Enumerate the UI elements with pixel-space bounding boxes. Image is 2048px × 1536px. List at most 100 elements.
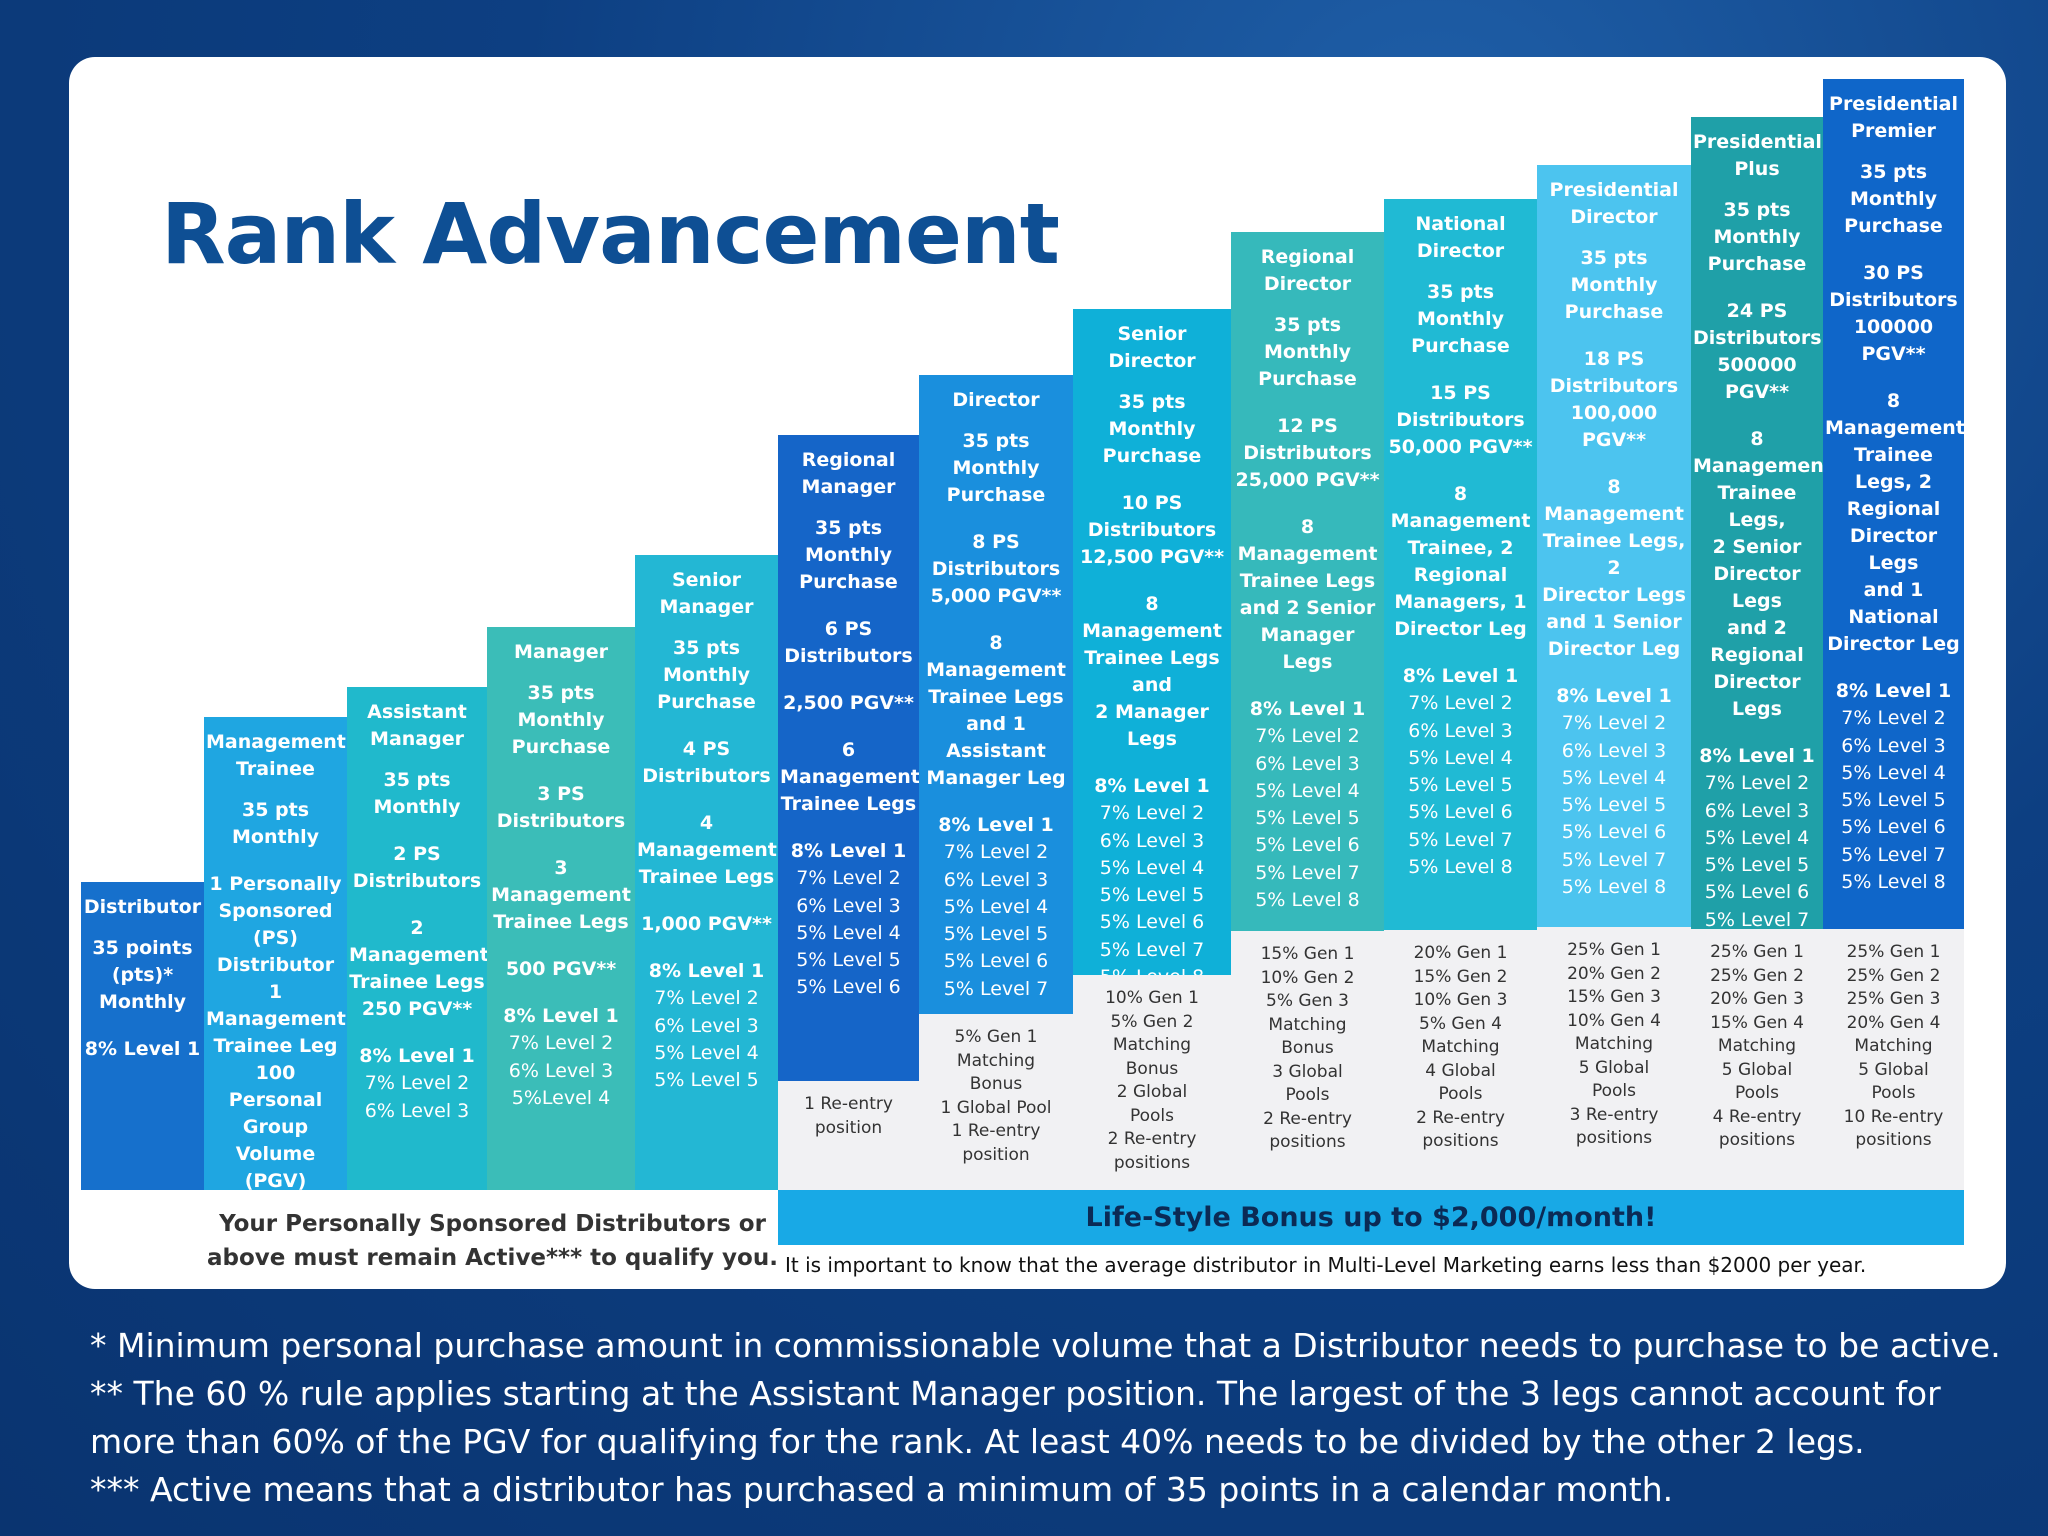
rank-requirement: 4 PS Distributors	[642, 738, 771, 787]
rank-name: Senior Manager	[659, 569, 754, 618]
commission-level: 7% Level 2	[508, 1032, 614, 1055]
rank-requirements: Assistant Manager 35 pts Monthly 2 PS Dist…	[347, 687, 489, 1125]
commission-level: 5% Level 5	[1099, 884, 1205, 907]
commission-level: 5% Level 7	[1704, 908, 1810, 931]
commission-level: 6% Level 3	[1099, 829, 1205, 852]
commission-level: 8% Level 1	[1094, 775, 1210, 797]
rank-requirement: 35 pts Monthly Purchase	[1411, 281, 1510, 357]
commission-level: 8% Level 1	[359, 1045, 475, 1067]
rank-requirement: 2 PS Distributors	[352, 843, 482, 892]
commission-level: 7% Level 2	[1099, 802, 1205, 825]
commission-levels: 8% Level 1 7% Level 2 6% Level 3 5% Level 4…	[1233, 696, 1382, 914]
rank-name: Distributor	[83, 896, 202, 918]
rank-requirements: Presidential Director 35 pts Monthly Purc…	[1537, 165, 1691, 901]
commission-level: 7% Level 2	[943, 841, 1049, 864]
rank-name: Presidential Plus	[1693, 131, 1822, 180]
rank-requirement: 6 Management Trainee Legs	[780, 739, 920, 815]
commission-levels: 8% Level 1 7% Level 2 6% Level 3 5% Level 4…	[921, 812, 1071, 1003]
rank-requirements: Management Trainee 35 pts Monthly 1 Person…	[204, 717, 347, 1270]
rank-name: Management Trainee	[206, 731, 346, 780]
rank-column-national-director: National Director 35 pts Monthly Purchase…	[1384, 199, 1537, 1190]
commission-level: 8% Level 1	[1249, 698, 1366, 720]
rank-name: Senior Director	[1108, 323, 1196, 372]
footnote-3: more than 60% of the PGV for qualifying …	[90, 1422, 1865, 1461]
commission-level: 5% Level 7	[1841, 843, 1946, 866]
commission-levels: 8% Level 1 7% Level 2 6% Level 3 5%Level 4	[489, 1003, 633, 1112]
commission-level: 7% Level 2	[1255, 725, 1360, 748]
matching-bonus-info: 25% Gen 1 25% Gen 2 20% Gen 3 15% Gen 4 …	[1691, 929, 1823, 1190]
rank-requirement: 30 PS Distributors 100000 PGV**	[1829, 262, 1958, 365]
rank-requirement: 3 Management Trainee Legs	[491, 857, 631, 933]
commission-level: 7% Level 2	[1408, 692, 1513, 715]
commission-level: 5% Level 6	[1408, 801, 1513, 824]
rank-requirement: 15 PS Distributors 50,000 PGV**	[1388, 382, 1533, 458]
commission-level: 7% Level 2	[364, 1072, 470, 1095]
active-requirement-note: Your Personally Sponsored Distributors o…	[207, 1211, 778, 1271]
commission-level: 5% Level 6	[1704, 881, 1810, 904]
rank-requirement: 8 Management Trainee Legs, 2 Regional Di…	[1825, 390, 1965, 655]
rank-requirement: 8 Management Trainee Legs and 1 Assistan…	[926, 632, 1066, 789]
commission-level: 6% Level 3	[1561, 739, 1667, 762]
commission-level: 5% Level 5	[1561, 794, 1667, 817]
footnotes: * Minimum personal purchase amount in co…	[90, 1322, 2010, 1514]
matching-bonus-info: 20% Gen 1 15% Gen 2 10% Gen 3 5% Gen 4 M…	[1384, 930, 1537, 1190]
rank-requirement: 12 PS Distributors 25,000 PGV**	[1235, 415, 1380, 491]
matching-bonus-info: 10% Gen 1 5% Gen 2 Matching Bonus 2 Glob…	[1073, 975, 1231, 1190]
commission-level: 5% Level 4	[1099, 856, 1205, 879]
commission-level: 7% Level 2	[1704, 772, 1810, 795]
rank-requirement: 8 Management Trainee, 2 Regional Manager…	[1390, 483, 1531, 640]
commission-level: 6% Level 3	[1255, 752, 1360, 775]
commission-level: 8% Level 1	[938, 814, 1054, 836]
rank-column-senior-manager: Senior Manager 35 pts Monthly Purchase 4 P…	[635, 555, 778, 1190]
commission-level: 5% Level 7	[1099, 938, 1205, 961]
rank-chart-card: Rank Advancement Distributor 35 points (p…	[69, 57, 2006, 1289]
rank-requirement: 35 pts Monthly	[232, 799, 319, 848]
page-title: Rank Advancement	[161, 185, 1060, 283]
rank-requirement: 4 Management Trainee Legs	[637, 812, 777, 888]
matching-bonus-info: 25% Gen 1 25% Gen 2 25% Gen 3 20% Gen 4 …	[1823, 929, 1964, 1190]
rank-column-manager: Manager 35 pts Monthly Purchase 3 PS Distr…	[487, 627, 635, 1190]
commission-level: 5% Level 4	[1255, 779, 1360, 802]
rank-requirement: 35 pts Monthly Purchase	[1564, 247, 1664, 323]
rank-requirement: 8 PS Distributors 5,000 PGV**	[930, 531, 1062, 607]
rank-requirement: 3 PS Distributors	[496, 783, 626, 832]
commission-level: 5% Level 4	[796, 921, 901, 944]
commission-level: 8% Level 1	[217, 1217, 334, 1239]
rank-requirements: Presidential Plus 35 pts Monthly Purchase…	[1691, 117, 1833, 961]
commission-level: 5% Level 4	[1408, 746, 1513, 769]
commission-level: 5% Level 6	[1841, 816, 1946, 839]
footnote-2: ** The 60 % rule applies starting at the…	[90, 1374, 1941, 1413]
rank-name: Director	[952, 389, 1040, 411]
commission-level: 5% Level 4	[1561, 766, 1667, 789]
rank-column-regional-director: Regional Director 35 pts Monthly Purchase…	[1231, 232, 1384, 1190]
rank-requirement: 35 pts Monthly Purchase	[1258, 314, 1357, 390]
rank-requirement: 8 Management Trainee Legs, 2 Director Le…	[1542, 476, 1686, 660]
rank-name: Manager	[514, 641, 608, 663]
rank-column-presidential-premier: Presidential Premier 35 pts Monthly Purch…	[1823, 79, 1965, 1190]
commission-levels: 8% Level 1 7% Level 2	[206, 1215, 345, 1270]
commission-level: 5% Level 5	[796, 949, 901, 972]
commission-level: 8% Level 1	[648, 960, 765, 982]
commission-level: 6% Level 3	[1841, 734, 1946, 757]
rank-requirement: 35 pts Monthly Purchase	[657, 637, 756, 713]
rank-requirements: National Director 35 pts Monthly Purchase…	[1384, 199, 1537, 881]
rank-name: Presidential Director	[1549, 179, 1679, 228]
rank-requirement: 8 Management Trainee Legs and 2 Manager …	[1082, 593, 1222, 750]
commission-level: 5% Level 5	[1841, 789, 1946, 812]
commission-level: 5% Level 7	[943, 977, 1049, 1000]
rank-requirement: 35 pts Monthly Purchase	[946, 430, 1046, 506]
rank-requirement: 2,500 PGV**	[783, 692, 914, 714]
commission-level: 5% Level 6	[1561, 821, 1667, 844]
matching-bonus-info: 1 Re-entry position	[778, 1081, 919, 1190]
commission-level: 6% Level 3	[1408, 719, 1513, 742]
rank-requirement: 35 pts Monthly Purchase	[1707, 199, 1807, 275]
commission-levels: 8% Level 1	[83, 1036, 202, 1063]
commission-levels: 8% Level 1 7% Level 2 6% Level 3 5% Level 4…	[1539, 683, 1689, 901]
rank-name: Assistant Manager	[367, 701, 467, 750]
commission-level: 8% Level 1	[790, 840, 907, 862]
rank-requirement: 2 Management Trainee Legs 250 PGV**	[349, 917, 489, 1020]
commission-level: 6% Level 3	[943, 868, 1049, 891]
commission-level: 7% Level 2	[654, 987, 759, 1010]
commission-level: 8% Level 1	[1556, 685, 1672, 707]
commission-level: 5% Level 4	[1841, 761, 1946, 784]
